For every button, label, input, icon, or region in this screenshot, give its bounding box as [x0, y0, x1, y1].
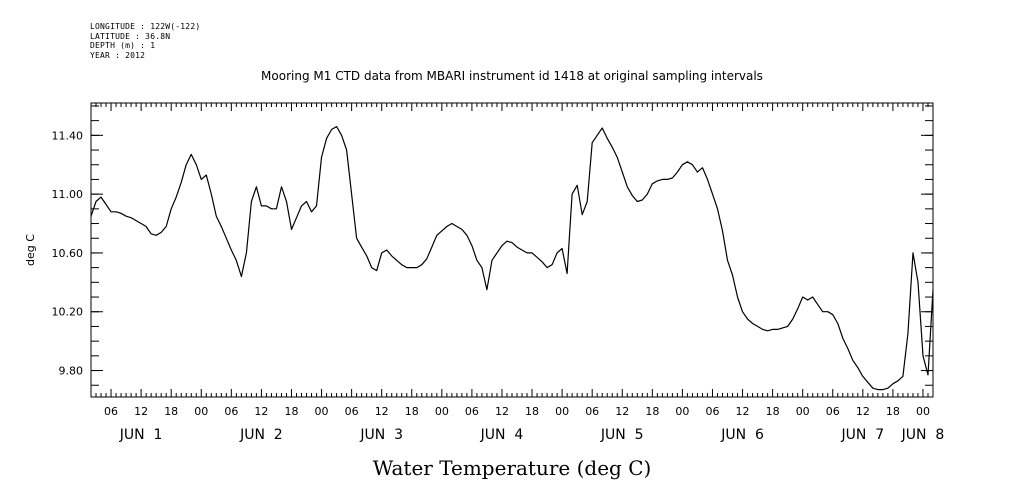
x-hour-label: 18 — [645, 405, 659, 418]
x-day-label: JUN 4 — [480, 427, 524, 443]
x-hour-label: 00 — [315, 405, 329, 418]
x-hour-label: 12 — [856, 405, 870, 418]
x-hour-label: 06 — [826, 405, 840, 418]
x-day-label: JUN 5 — [600, 427, 644, 443]
x-hour-label: 00 — [435, 405, 449, 418]
y-tick-label: 11.40 — [52, 129, 84, 142]
x-hour-label: 12 — [495, 405, 509, 418]
x-hour-label: 06 — [705, 405, 719, 418]
x-hour-label: 12 — [134, 405, 148, 418]
x-day-label: JUN 2 — [239, 427, 283, 443]
depth-label: DEPTH (m) : 1 — [90, 41, 156, 50]
x-hour-label: 00 — [916, 405, 930, 418]
x-hour-label: 00 — [555, 405, 569, 418]
chart-title: Mooring M1 CTD data from MBARI instrumen… — [261, 69, 763, 83]
x-day-label: JUN 6 — [720, 427, 764, 443]
temperature-series-line — [90, 125, 934, 391]
x-hour-label: 00 — [194, 405, 208, 418]
y-tick-label: 9.80 — [59, 365, 84, 378]
x-day-label: JUN 1 — [119, 427, 163, 443]
x-hour-label: 12 — [375, 405, 389, 418]
x-hour-label: 12 — [254, 405, 268, 418]
plot-frame — [90, 102, 934, 398]
x-day-label: JUN 7 — [841, 427, 885, 443]
y-axis-label: deg C — [24, 234, 37, 266]
x-hour-label: 00 — [675, 405, 689, 418]
x-hour-label: 00 — [796, 405, 810, 418]
y-axis: 9.80 10.20 10.60 11.00 11.40 — [52, 105, 933, 386]
x-day-label: JUN 3 — [359, 427, 403, 443]
x-hour-label: 06 — [104, 405, 118, 418]
x-hour-label: 18 — [766, 405, 780, 418]
y-tick-label: 11.00 — [52, 188, 84, 201]
x-hour-label: 06 — [345, 405, 359, 418]
x-hour-label: 18 — [886, 405, 900, 418]
x-hour-label: 18 — [164, 405, 178, 418]
x-hour-label: 12 — [736, 405, 750, 418]
x-day-label: JUN 8 — [901, 427, 945, 443]
year-label: YEAR : 2012 — [90, 50, 146, 60]
series-layer — [90, 125, 934, 391]
x-axis: 06 12 18 00 06 12 18 00 06 12 18 00 06 12 18 00 06 12 18 00… — [90, 103, 945, 443]
x-hour-label: 18 — [525, 405, 539, 418]
x-hour-label: 06 — [224, 405, 238, 418]
x-hour-label: 18 — [405, 405, 419, 418]
x-hour-label: 06 — [465, 405, 479, 418]
latitude-label: LATITUDE : 36.8N — [90, 31, 171, 41]
y-tick-label: 10.20 — [52, 306, 84, 319]
x-hour-label: 12 — [615, 405, 629, 418]
x-hour-label: 06 — [585, 405, 599, 418]
x-axis-label: Water Temperature (deg C) — [373, 456, 652, 480]
y-tick-label: 10.60 — [52, 247, 84, 260]
x-hour-label: 18 — [284, 405, 298, 418]
metadata-block: LONGITUDE : 122W(-122) LATITUDE : 36.8N … — [90, 22, 200, 60]
longitude-label: LONGITUDE : 122W(-122) — [90, 22, 201, 31]
